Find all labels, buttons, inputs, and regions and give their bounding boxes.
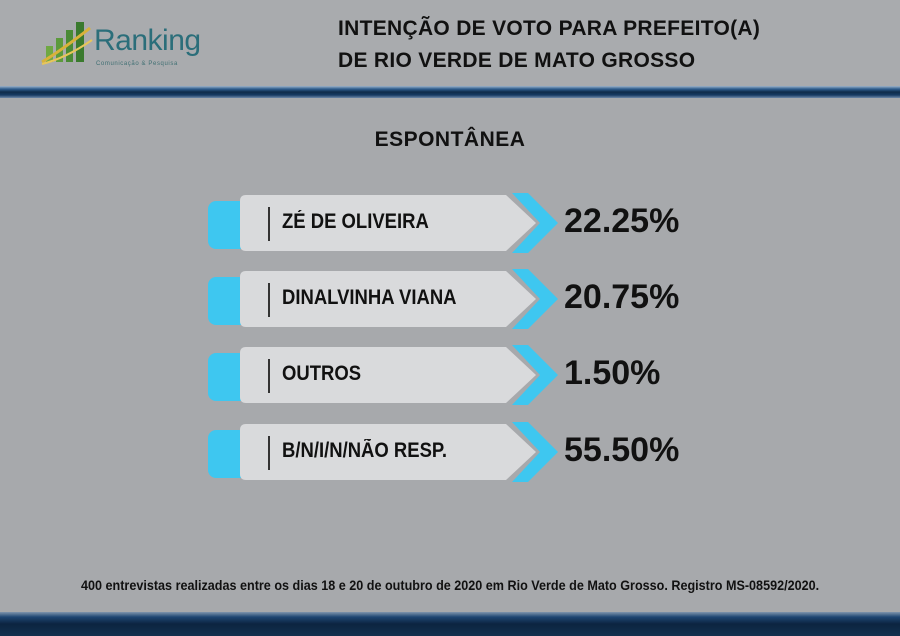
label-divider xyxy=(268,283,270,317)
category-bar xyxy=(208,269,558,329)
title-line-1: INTENÇÃO DE VOTO PARA PREFEITO(A) xyxy=(338,17,761,40)
title-line-2: DE RIO VERDE DE MATO GROSSO xyxy=(338,49,696,72)
footnote-text: 400 entrevistas realizadas entre os dias… xyxy=(80,577,820,593)
chart-row: OUTROS 1.50% xyxy=(206,345,716,405)
category-bar xyxy=(208,345,558,405)
value-label: 20.75% xyxy=(564,278,680,316)
page-title: INTENÇÃO DE VOTO PARA PREFEITO(A) DE RIO… xyxy=(338,13,878,77)
chart-row: ZÉ DE OLIVEIRA 22.25% xyxy=(206,193,716,253)
bottom-divider-stripe xyxy=(0,612,900,636)
category-bar xyxy=(208,193,558,253)
category-label: OUTROS xyxy=(282,362,362,385)
logo-name: Ranking xyxy=(94,24,201,57)
value-label: 55.50% xyxy=(564,431,680,469)
bar-chart-logo-icon xyxy=(41,22,93,65)
bar-body xyxy=(240,424,536,480)
chart-row: DINALVINHA VIANA 20.75% xyxy=(206,269,716,329)
ranking-logo: Ranking Comunicação & Pesquisa xyxy=(40,18,220,70)
category-bar xyxy=(208,422,558,482)
logo-tagline: Comunicação & Pesquisa xyxy=(96,61,178,67)
label-divider xyxy=(268,436,270,470)
label-divider xyxy=(268,359,270,393)
chart-subtitle: ESPONTÂNEA xyxy=(374,128,526,151)
footnote: 400 entrevistas realizadas entre os dias… xyxy=(0,577,900,593)
bar-body xyxy=(240,271,536,327)
chevron-right-icon xyxy=(512,422,558,482)
bar-body xyxy=(240,195,536,251)
category-label: B/N/I/N/NÃO RESP. xyxy=(282,439,447,462)
label-divider xyxy=(268,207,270,241)
header-bar xyxy=(0,0,900,86)
bar-body xyxy=(240,347,536,403)
chart-row: B/N/I/N/NÃO RESP. 55.50% xyxy=(206,422,716,482)
top-divider-stripe xyxy=(0,86,900,98)
chevron-right-icon xyxy=(512,269,558,329)
chevron-right-icon xyxy=(512,193,558,253)
value-label: 22.25% xyxy=(564,202,680,240)
value-label: 1.50% xyxy=(564,354,661,392)
chevron-right-icon xyxy=(512,345,558,405)
category-label: ZÉ DE OLIVEIRA xyxy=(282,210,429,233)
category-label: DINALVINHA VIANA xyxy=(282,286,457,309)
